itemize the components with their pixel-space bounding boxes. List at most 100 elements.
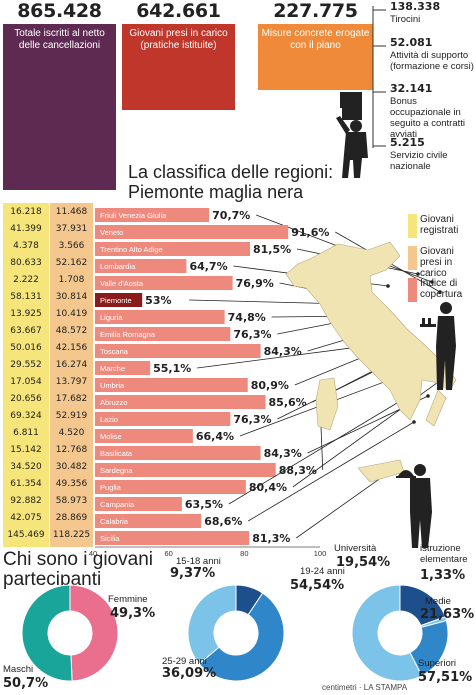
presi-value: 12.768 xyxy=(55,445,88,455)
region-label: Emilia Romagna xyxy=(100,330,156,339)
measure-value: 52.081 xyxy=(390,36,433,49)
coverage-bar xyxy=(95,310,225,324)
donut-slice xyxy=(351,584,423,682)
presi-value: 48.572 xyxy=(55,326,88,336)
coverage-bar xyxy=(95,225,289,239)
leader-line xyxy=(247,421,415,522)
donut-category-label: Medie xyxy=(425,596,451,607)
legend-label: Giovani presi in carico xyxy=(420,246,454,279)
donut-category-label: 15-18 anni xyxy=(176,556,221,567)
registrati-value: 13.925 xyxy=(10,309,42,319)
coverage-bar xyxy=(95,429,193,443)
leader-line xyxy=(228,393,413,505)
region-label: Puglia xyxy=(100,483,122,492)
registrati-value: 80.633 xyxy=(10,258,42,268)
participants-title: Chi sono i giovani partecipanti xyxy=(3,549,153,590)
italy-map xyxy=(285,241,457,483)
region-label: Valle d'Aosta xyxy=(100,279,144,288)
registrati-value: 17.054 xyxy=(10,377,42,387)
coverage-value-label: 80,4% xyxy=(249,481,287,494)
region-label: Basilicata xyxy=(100,449,133,458)
coverage-bar xyxy=(95,395,266,409)
total-box: Totale iscritti al netto delle cancellaz… xyxy=(3,24,116,190)
total-value: 642.661 xyxy=(136,0,221,22)
region-label: Umbria xyxy=(100,381,125,390)
measure-label: Tirocini xyxy=(390,14,421,25)
measure-value: 138.338 xyxy=(390,0,441,13)
region-label: Toscana xyxy=(100,347,129,356)
leader-dot xyxy=(438,290,442,294)
total-box: Giovani presi in carico (pratiche istitu… xyxy=(122,24,235,110)
presi-value: 52.919 xyxy=(55,411,88,421)
coverage-bar xyxy=(95,327,231,341)
coverage-bar xyxy=(95,361,151,375)
region-label: Piemonte xyxy=(100,296,132,305)
presi-value: 58.973 xyxy=(55,496,88,506)
donut-percent-label: 57,51% xyxy=(418,670,473,685)
presi-value: 52.162 xyxy=(55,258,88,268)
measure-label: Servizio civile nazionale xyxy=(390,150,448,172)
coverage-bar xyxy=(95,208,210,222)
donut-percent-label: 1,33% xyxy=(420,568,466,583)
coverage-value-label: 84,3% xyxy=(264,345,302,358)
total-box: Misure concrete erogate con il piano xyxy=(258,24,373,90)
presi-value: 28.869 xyxy=(55,513,88,523)
coverage-bar xyxy=(95,412,231,426)
measure-value: 32.141 xyxy=(390,82,433,95)
region-label: Sicilia xyxy=(100,534,120,543)
leader-dot xyxy=(430,280,434,284)
coverage-bar xyxy=(95,463,276,477)
registrati-value: 15.142 xyxy=(10,445,42,455)
measure-label: Attività di supporto (formazione e corsi… xyxy=(390,50,474,72)
coverage-value-label: 85,6% xyxy=(269,396,307,409)
coverage-bar xyxy=(95,242,251,256)
coverage-value-label: 68,6% xyxy=(204,515,242,528)
leader-line xyxy=(296,469,393,539)
coverage-value-label: 74,8% xyxy=(228,311,266,324)
presi-value: 118.225 xyxy=(52,530,91,540)
legend-swatch xyxy=(408,278,417,302)
donut-slice xyxy=(187,584,237,665)
presi-value: 1.708 xyxy=(58,275,85,285)
presi-value: 4.520 xyxy=(58,428,85,438)
presi-value: 42.156 xyxy=(55,343,88,353)
coverage-value-label: 76,3% xyxy=(233,413,271,426)
coverage-bar xyxy=(95,276,233,290)
donut-category-label: Università xyxy=(334,543,377,554)
bracket-lines xyxy=(372,6,386,148)
region-label: Liguria xyxy=(100,313,123,322)
donut-slice xyxy=(69,584,119,682)
presi-value: 11.468 xyxy=(55,207,88,217)
registrati-value: 42.075 xyxy=(10,513,42,523)
coverage-value-label: 55,1% xyxy=(153,362,191,375)
coverage-bar xyxy=(95,531,250,545)
region-label: Veneto xyxy=(100,228,123,237)
participants-donuts xyxy=(21,584,449,682)
coverage-value-label: 66,4% xyxy=(196,430,234,443)
registrati-value: 4.378 xyxy=(13,241,39,251)
donut-slice xyxy=(21,584,73,682)
presi-value: 49.356 xyxy=(55,479,88,489)
region-label: Calabria xyxy=(100,517,129,526)
region-label: Lombardia xyxy=(100,262,136,271)
coverage-bar xyxy=(95,344,261,358)
registrati-value: 6.811 xyxy=(13,428,39,438)
donut-category-label: istruzione elementare xyxy=(420,543,468,565)
total-value: 227.775 xyxy=(273,0,358,22)
coverage-value-label: 91,6% xyxy=(291,226,329,239)
presi-column-bg xyxy=(50,203,93,547)
x-tick-label: 100 xyxy=(313,549,327,558)
coverage-value-label: 80,9% xyxy=(251,379,289,392)
total-label: Misure concrete erogate con il piano xyxy=(261,28,370,51)
registrati-value: 20.656 xyxy=(10,394,42,404)
legend-swatch xyxy=(408,246,417,270)
coverage-bar xyxy=(95,497,182,511)
total-value: 865.428 xyxy=(17,0,102,22)
presi-value: 37.931 xyxy=(55,224,88,234)
presi-value: 17.682 xyxy=(55,394,88,404)
leader-dot xyxy=(386,284,390,288)
waiter-with-tray-figure xyxy=(420,302,456,390)
donut-percent-label: 21,63% xyxy=(420,607,475,622)
coverage-bar xyxy=(95,514,202,528)
donut-category-label: 19-24 anni xyxy=(300,566,345,577)
